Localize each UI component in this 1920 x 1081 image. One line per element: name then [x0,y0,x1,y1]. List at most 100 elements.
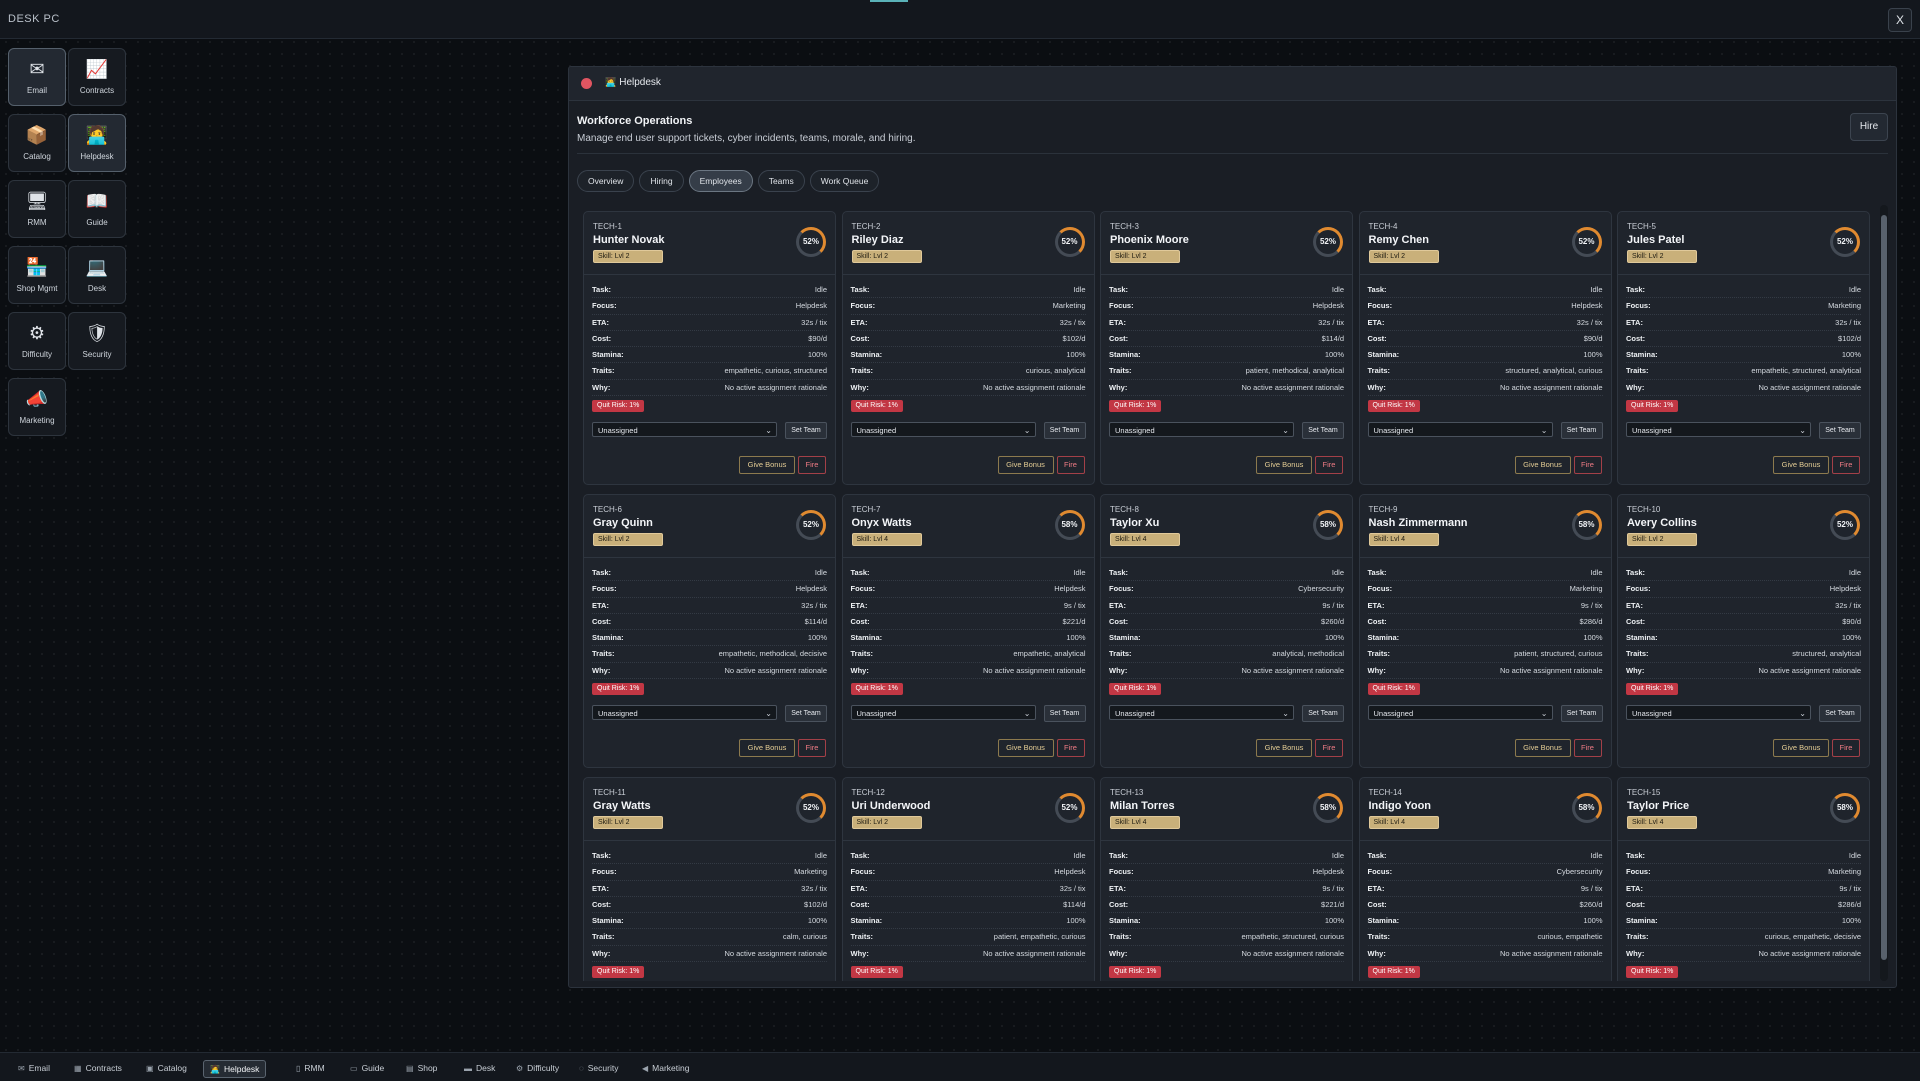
desktop-icon-guide[interactable]: 📖 Guide [68,180,126,238]
desktop-icon-shop-mgmt[interactable]: 🏪 Shop Mgmt [8,246,66,304]
field-label: ETA: [592,317,609,327]
desktop-icon-desk[interactable]: 💻 Desk [68,246,126,304]
field-label: Cost: [1367,616,1387,626]
taskbar-item-rmm[interactable]: ▯ RMM [290,1060,331,1076]
scrollbar[interactable] [1880,205,1888,981]
taskbar-item-marketing[interactable]: ◀ Marketing [636,1060,695,1076]
fire-button[interactable]: Fire [1573,456,1602,474]
field-row-focus: Focus: Marketing [1626,298,1861,315]
fire-button[interactable]: Fire [1315,739,1343,757]
set-team-button[interactable]: Set Team [1819,422,1861,439]
fire-button[interactable]: Fire [798,739,826,757]
set-team-button[interactable]: Set Team [785,705,827,722]
set-team-button[interactable]: Set Team [1302,422,1344,439]
desktop-icon-email[interactable]: ✉ Email [8,48,66,106]
fire-button[interactable]: Fire [1832,456,1860,474]
set-team-button[interactable]: Set Team [785,422,827,439]
taskbar-item-contracts[interactable]: ▦ Contracts [68,1060,128,1076]
field-label: Stamina: [850,916,883,926]
hire-button[interactable]: Hire [1850,113,1888,141]
tab-teams[interactable]: Teams [757,170,805,192]
team-select[interactable]: Unassigned ⌄ [592,705,777,720]
give-bonus-button[interactable]: Give Bonus [739,739,795,757]
fire-button[interactable]: Fire [1056,739,1085,757]
morale-ring: 58% [1571,793,1602,823]
field-label: Focus: [1109,301,1134,311]
taskbar-item-shop[interactable]: ▤ Shop [400,1060,443,1076]
window-titlebar[interactable]: 🧑‍💻 Helpdesk [569,67,1896,101]
skill-badge: Skill: Lvl 2 [851,250,922,263]
fire-button[interactable]: Fire [1315,456,1343,474]
give-bonus-button[interactable]: Give Bonus [997,456,1054,474]
field-label: Focus: [1626,867,1651,877]
taskbar-item-helpdesk[interactable]: 🧑‍💻 Helpdesk [203,1060,267,1078]
field-value: 32s / tix [1576,317,1603,327]
give-bonus-button[interactable]: Give Bonus [1256,456,1312,474]
field-value: calm, curious [782,932,827,942]
give-bonus-button[interactable]: Give Bonus [739,456,795,474]
taskbar-item-catalog[interactable]: ▣ Catalog [140,1060,193,1076]
taskbar-item-email[interactable]: ✉ Email [12,1060,56,1076]
field-value: No active assignment rationale [1241,665,1344,675]
taskbar-item-security[interactable]: ◌ Security [573,1060,624,1076]
fire-button[interactable]: Fire [1832,739,1860,757]
set-team-button[interactable]: Set Team [1560,422,1603,439]
team-select[interactable]: Unassigned ⌄ [1367,705,1553,720]
desktop-icon-helpdesk[interactable]: 🧑‍💻 Helpdesk [68,114,126,172]
tab-overview[interactable]: Overview [577,170,635,192]
set-team-button[interactable]: Set Team [1043,422,1086,439]
team-select[interactable]: Unassigned ⌄ [1109,705,1294,720]
give-bonus-button[interactable]: Give Bonus [1773,456,1829,474]
set-team-button[interactable]: Set Team [1819,705,1861,722]
window-close-dot[interactable] [581,78,592,89]
field-label: ETA: [1367,883,1385,893]
team-select[interactable]: Unassigned ⌄ [1626,422,1811,437]
field-row-task: Task: Idle [1367,282,1603,299]
set-team-button[interactable]: Set Team [1560,705,1603,722]
tab-employees[interactable]: Employees [688,170,753,192]
team-select[interactable]: Unassigned ⌄ [850,422,1036,437]
desktop-icon-catalog[interactable]: 📦 Catalog [8,114,66,172]
desktop-icon-security[interactable]: 🛡 Security [68,312,126,370]
field-value: 100% [1324,633,1344,643]
team-select-value: Unassigned [1373,709,1414,718]
give-bonus-button[interactable]: Give Bonus [1256,739,1312,757]
give-bonus-button[interactable]: Give Bonus [1514,739,1571,757]
fire-button[interactable]: Fire [1573,739,1602,757]
set-team-button[interactable]: Set Team [1043,705,1086,722]
team-select[interactable]: Unassigned ⌄ [1109,422,1294,437]
team-select[interactable]: Unassigned ⌄ [850,705,1036,720]
quit-risk-badge: Quit Risk: 1% [1367,683,1420,695]
desktop-icon-difficulty[interactable]: ⚙ Difficulty [8,312,66,370]
give-bonus-button[interactable]: Give Bonus [1773,739,1829,757]
set-team-button[interactable]: Set Team [1302,705,1344,722]
fire-button[interactable]: Fire [798,456,826,474]
field-row-stamina: Stamina: 100% [1367,347,1603,364]
difficulty-taskbar-icon: ⚙ [516,1064,524,1073]
field-value: Helpdesk [795,584,827,594]
desktop-icon-rmm[interactable]: 🖥 RMM [8,180,66,238]
fire-button[interactable]: Fire [1056,456,1085,474]
helpdesk-taskbar-icon: 🧑‍💻 [210,1065,220,1074]
field-row-eta: ETA: 32s / tix [592,315,827,331]
scrollbar-thumb[interactable] [1881,215,1887,960]
skill-badge: Skill: Lvl 4 [1627,816,1697,829]
close-button[interactable]: X [1888,8,1912,32]
desktop-icon-marketing[interactable]: 📣 Marketing [8,378,66,436]
taskbar-item-desk[interactable]: ▬ Desk [458,1060,501,1076]
desktop-icon-contracts[interactable]: 📈 Contracts [68,48,126,106]
team-select[interactable]: Unassigned ⌄ [1626,705,1811,720]
card-divider [1359,840,1611,841]
taskbar-item-guide[interactable]: ▭ Guide [344,1060,390,1076]
team-select[interactable]: Unassigned ⌄ [592,422,777,437]
field-value: $114/d [804,616,827,626]
give-bonus-button[interactable]: Give Bonus [1514,456,1571,474]
field-label: Focus: [1626,584,1651,594]
employee-card: TECH-1 Hunter Novak Skill: Lvl 2 52% Task: Id… [583,211,836,485]
taskbar-item-difficulty[interactable]: ⚙ Difficulty [510,1060,565,1076]
tab-work-queue[interactable]: Work Queue [809,170,880,192]
give-bonus-button[interactable]: Give Bonus [997,739,1054,757]
team-select[interactable]: Unassigned ⌄ [1367,422,1553,437]
tab-hiring[interactable]: Hiring [639,170,684,192]
field-row-eta: ETA: 9s / tix [1109,881,1344,897]
